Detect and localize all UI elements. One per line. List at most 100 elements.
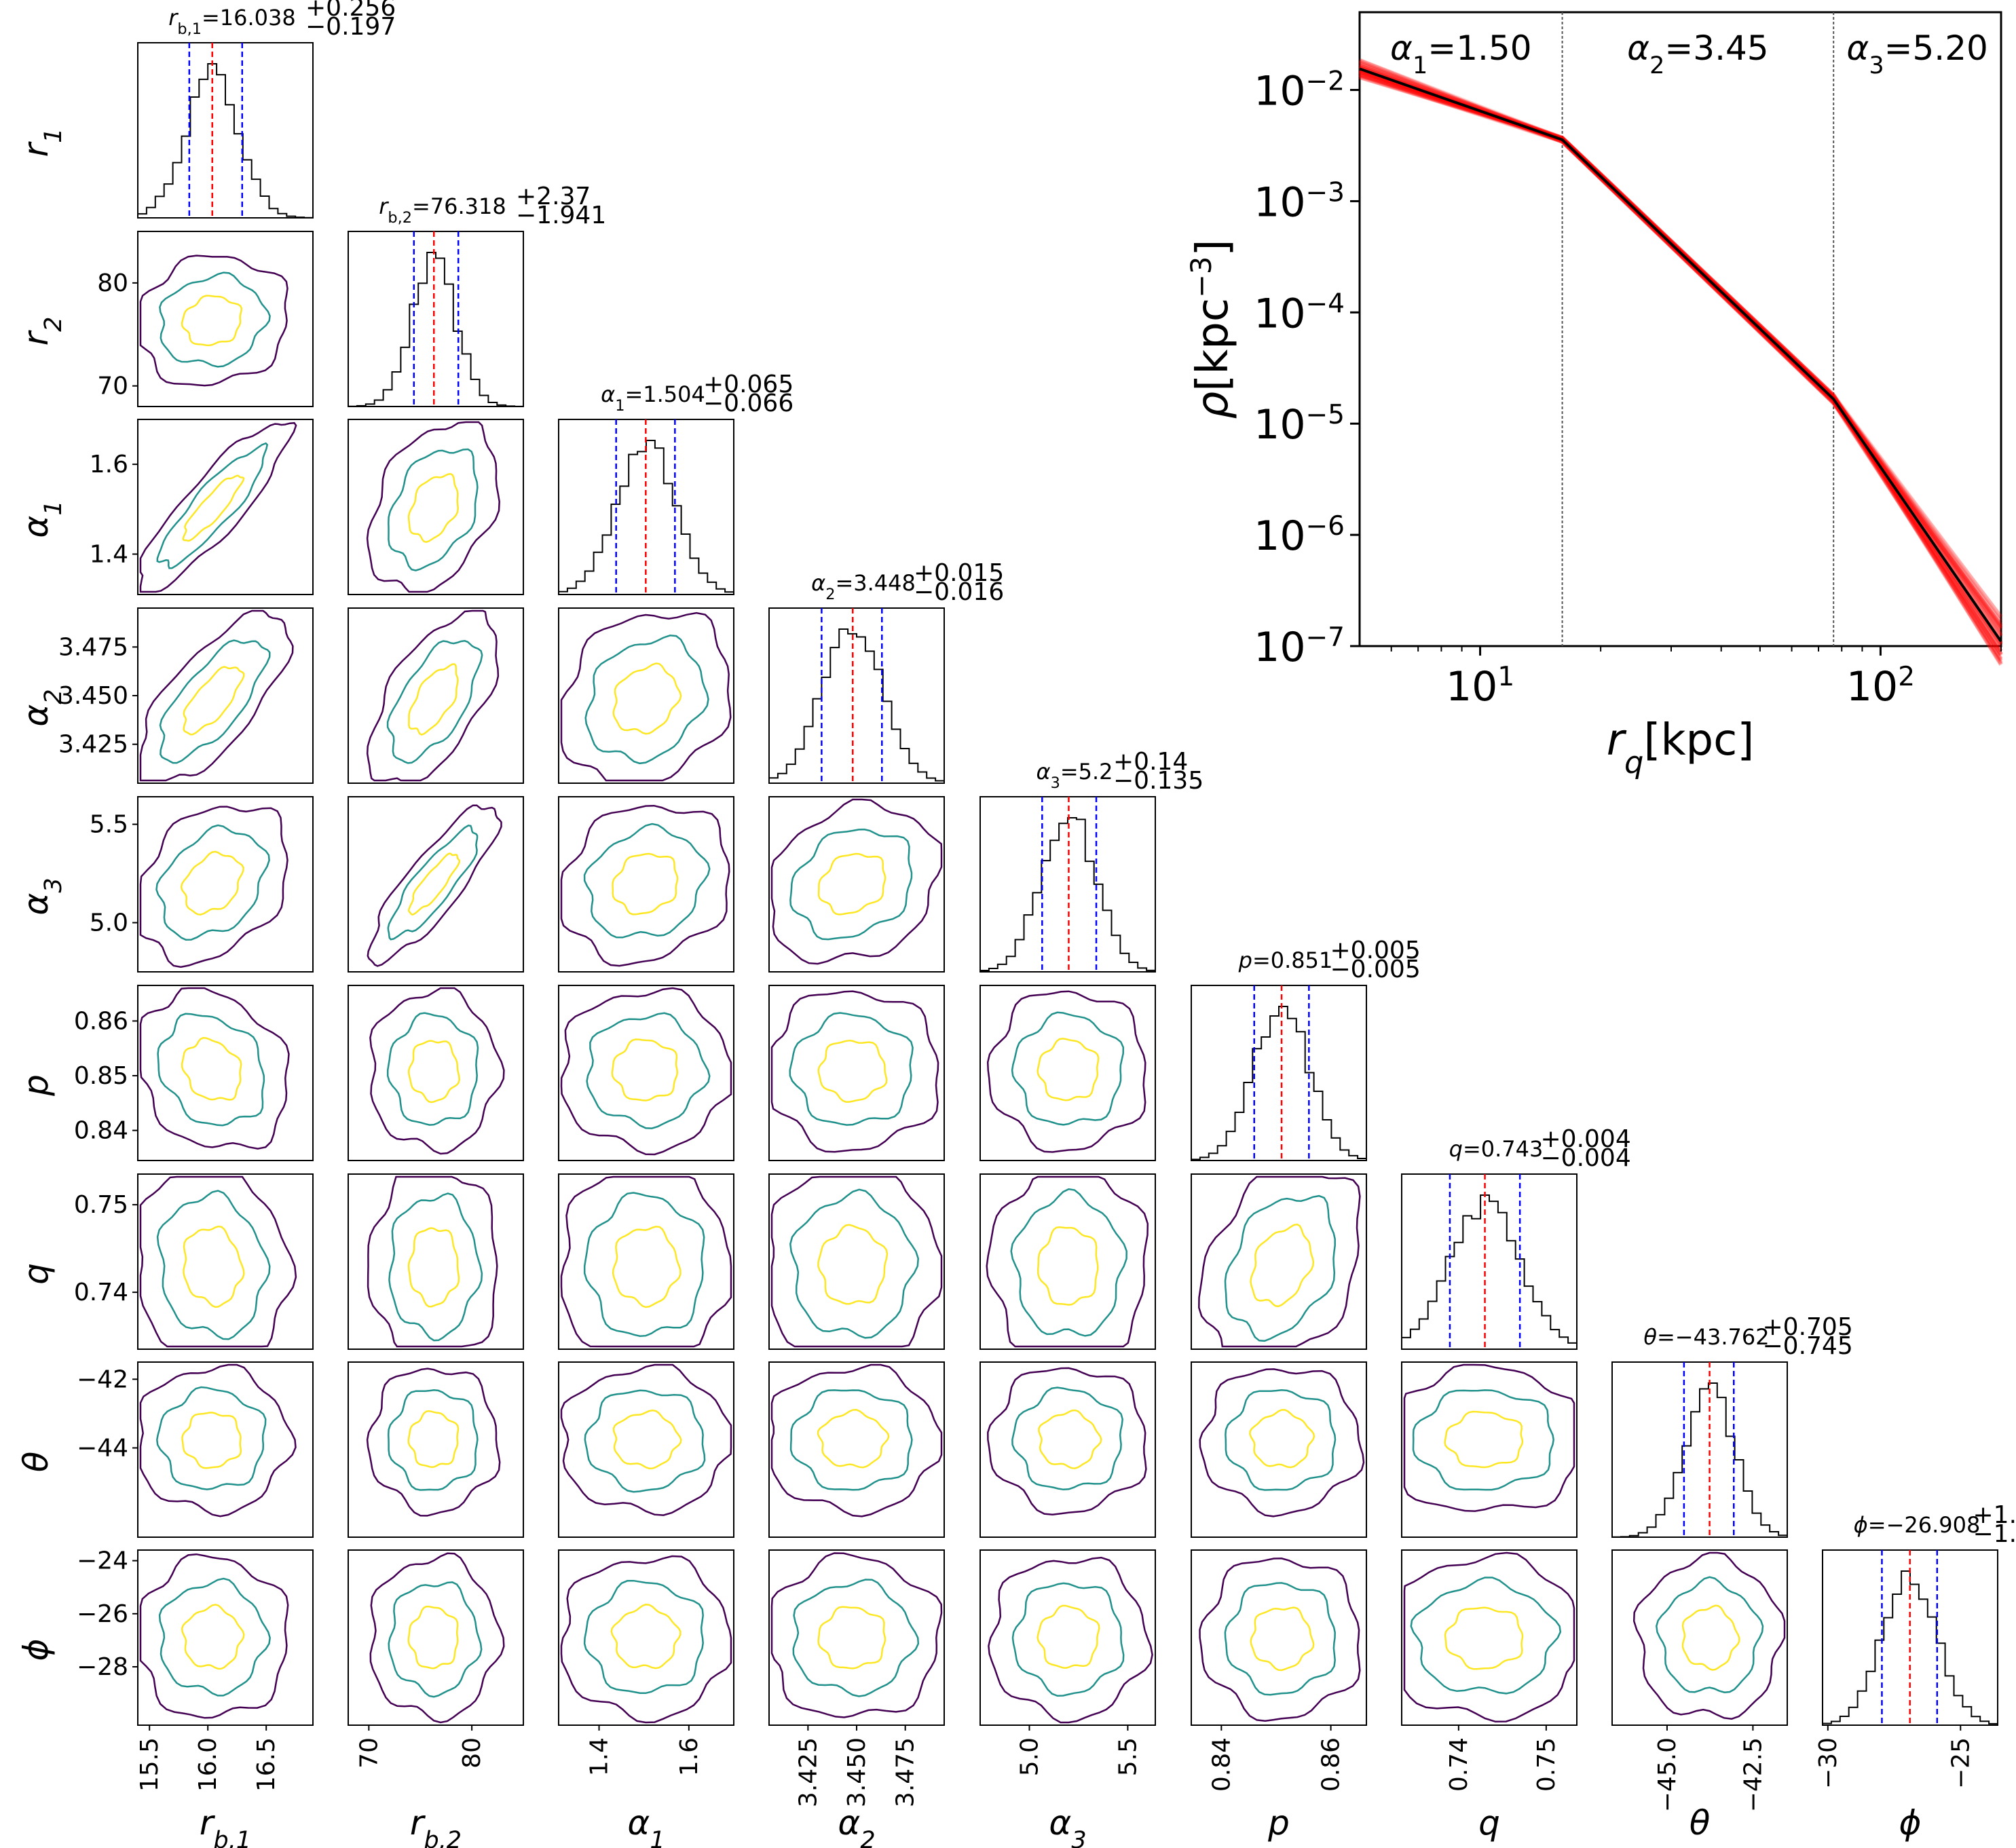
contour-3sigma bbox=[369, 1552, 505, 1724]
panel-frame bbox=[558, 985, 734, 1161]
x-tick-label: 16.0 bbox=[194, 1737, 222, 1792]
contour-panel-r1-q: 0.75 0.74 bbox=[74, 1173, 314, 1350]
contour-1sigma bbox=[181, 295, 243, 347]
segment-label-text: α2=3.45 bbox=[1627, 29, 1768, 79]
panel-frame bbox=[768, 1361, 945, 1538]
contour-panel-r2-ph: 70 80 bbox=[348, 1549, 524, 1769]
contour-panel-a2-p bbox=[768, 985, 945, 1161]
contour-panel-a1-q bbox=[558, 1173, 734, 1350]
contour-1sigma bbox=[1038, 1409, 1102, 1469]
contour-3sigma bbox=[986, 1175, 1149, 1348]
contour-1sigma bbox=[183, 1225, 245, 1308]
posterior-sample-line bbox=[1359, 73, 2003, 656]
contour-3sigma bbox=[560, 804, 730, 967]
panel-frame bbox=[1191, 1549, 1367, 1726]
contour-1sigma bbox=[817, 1224, 889, 1305]
contour-3sigma bbox=[1199, 1558, 1361, 1722]
contour-2sigma bbox=[386, 1012, 479, 1126]
histogram-minus-error: −0.745 bbox=[1763, 1332, 1853, 1360]
x-axis-label-p: p bbox=[1267, 1803, 1290, 1843]
contour-2sigma bbox=[387, 1389, 479, 1491]
panel-frame bbox=[979, 796, 1156, 973]
histogram-p: p=0.851+0.005−0.005 bbox=[1191, 937, 1421, 1161]
x-tick-label: 1.6 bbox=[675, 1737, 703, 1776]
x-axis-label-r2: rb,2 bbox=[410, 1803, 462, 1848]
y-tick-label: 3.450 bbox=[58, 682, 128, 710]
y-axis-label-ph: ϕ bbox=[16, 1639, 56, 1661]
contour-panel-a1-p bbox=[558, 985, 734, 1161]
contour-3sigma bbox=[987, 1367, 1147, 1516]
contour-1sigma bbox=[610, 1603, 682, 1670]
histogram-minus-error: −0.005 bbox=[1330, 956, 1421, 983]
median-profile-line bbox=[1359, 67, 2002, 643]
posterior-sample-line bbox=[1358, 62, 2003, 618]
contour-panel-r2-a2 bbox=[348, 607, 524, 784]
panel-frame bbox=[558, 796, 734, 973]
plot-frame bbox=[1358, 11, 2002, 647]
x-tick-label: 3.425 bbox=[794, 1737, 822, 1807]
contour-1sigma bbox=[611, 1038, 679, 1101]
y-tick-label: 10−3 bbox=[1254, 177, 1345, 227]
histogram-a3: α3=5.2 +0.14−0.135 bbox=[979, 748, 1203, 973]
histogram-steps bbox=[137, 62, 314, 219]
y-axis-label: ρ[kpc−3] bbox=[1184, 240, 1239, 419]
x-tick-label: 5.0 bbox=[1015, 1737, 1043, 1776]
density-profile-plot: α1=1.50 α2=3.45 α3=5.20 10−2 10−3 10−4 10−5 10−… bbox=[1184, 11, 2003, 780]
contour-panel-a2-th bbox=[768, 1361, 945, 1538]
contour-panel-p-th bbox=[1191, 1361, 1367, 1538]
panel-frame bbox=[348, 231, 524, 407]
contour-1sigma bbox=[181, 1037, 242, 1101]
contour-panel-r1-ph: −24 −26 −28 15.5 16.0 16.5 bbox=[77, 1547, 314, 1792]
contour-3sigma bbox=[770, 1175, 943, 1348]
panel-frame bbox=[1191, 1361, 1367, 1538]
contour-1sigma bbox=[407, 852, 461, 916]
y-tick-label: −44 bbox=[77, 1434, 128, 1462]
y-tick-label: 0.84 bbox=[74, 1117, 128, 1145]
contour-3sigma bbox=[367, 1175, 498, 1348]
contour-3sigma bbox=[366, 609, 500, 782]
histogram-plus-error: +1.026 bbox=[1973, 1501, 2016, 1529]
histogram-plus-error: +0.705 bbox=[1763, 1313, 1853, 1341]
y-tick-label: 5.0 bbox=[90, 909, 128, 937]
y-tick-label: 3.475 bbox=[58, 633, 128, 661]
histogram-plus-error: +0.256 bbox=[305, 0, 396, 22]
contour-panel-a3-ph: 5.0 5.5 bbox=[979, 1549, 1156, 1776]
panel-frame bbox=[979, 1361, 1156, 1538]
x-axis-label-a2: α2 bbox=[838, 1803, 875, 1848]
panel-frame bbox=[137, 42, 314, 219]
histogram-minus-error: −1.941 bbox=[516, 202, 606, 229]
contour-2sigma bbox=[1011, 1582, 1125, 1697]
histogram-minus-error: −0.135 bbox=[1113, 767, 1203, 795]
contour-2sigma bbox=[1011, 1011, 1125, 1126]
contour-2sigma bbox=[386, 640, 483, 764]
x-tick-label: 1.4 bbox=[586, 1737, 614, 1776]
histogram-title: α1=1.504 bbox=[601, 381, 705, 415]
y-axis-label-r1: r1 bbox=[16, 128, 67, 157]
contour-2sigma bbox=[158, 1577, 271, 1697]
y-tick-label: 5.5 bbox=[90, 811, 128, 839]
contour-2sigma bbox=[159, 639, 271, 764]
y-tick-label: 80 bbox=[97, 269, 128, 297]
y-tick-label: 1.4 bbox=[90, 540, 128, 568]
contour-1sigma bbox=[612, 1226, 682, 1308]
x-tick-label: −25 bbox=[1947, 1737, 1975, 1789]
contour-panel-r1-a2: 3.475 3.450 3.425 bbox=[58, 607, 314, 784]
segment-label-text: α1=1.50 bbox=[1390, 29, 1531, 79]
y-tick-label: 0.75 bbox=[74, 1191, 128, 1219]
histogram-title: rb,2=76.318 bbox=[379, 193, 506, 227]
x-axis-label-a3: α3 bbox=[1049, 1803, 1086, 1848]
y-tick-label: 10−6 bbox=[1254, 511, 1345, 561]
x-tick-label: 0.75 bbox=[1533, 1737, 1561, 1792]
contour-3sigma bbox=[139, 1175, 297, 1348]
y-tick-label: 10−5 bbox=[1254, 400, 1345, 449]
histogram-steps bbox=[768, 628, 945, 783]
y-tick-label: 10−4 bbox=[1254, 288, 1345, 338]
contour-1sigma bbox=[612, 1409, 682, 1469]
histogram-th: θ=−43.762+0.705−0.745 bbox=[1611, 1313, 1853, 1538]
histogram-title: p=0.851 bbox=[1238, 947, 1333, 973]
x-axis-label: rq[kpc] bbox=[1607, 715, 1755, 780]
histogram-minus-error: −0.066 bbox=[703, 390, 794, 417]
contour-2sigma bbox=[789, 1012, 914, 1126]
contour-3sigma bbox=[139, 421, 297, 593]
